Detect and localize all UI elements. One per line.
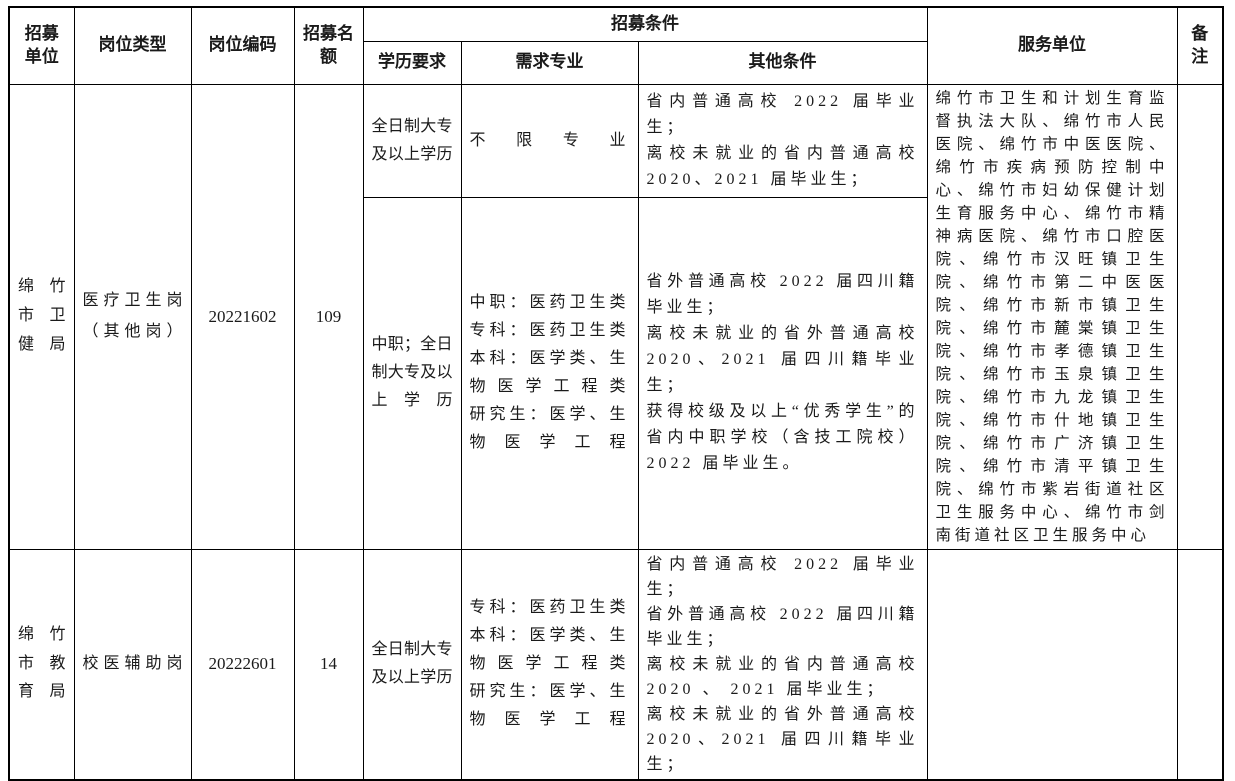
major-line: 专科：医药卫生类 <box>469 599 630 616</box>
major-line: 中职：医药卫生类 <box>469 294 630 312</box>
header-note: 备注 <box>1176 6 1224 85</box>
cell-recruit-quota: 109 <box>293 83 364 550</box>
cell-note <box>1176 548 1224 780</box>
header-service-unit: 服务单位 <box>926 6 1178 85</box>
condition-clause: 离校未就业的省外普通高校 2020、2021 届四川籍毕业生； <box>646 705 919 773</box>
condition-clause: 省内普通高校 2022 届毕业生； <box>646 555 919 598</box>
header-position-type: 岗位类型 <box>73 6 192 85</box>
header-position-code: 岗位编码 <box>190 6 295 85</box>
cell-position-type: 校医辅助岗 <box>73 548 192 780</box>
header-recruit-quota: 招募名额 <box>293 6 364 85</box>
cell-required-major: 专科：医药卫生类 本科：医学类、生物医学工程类 研究生：医学、生物医学工程 <box>460 548 639 780</box>
cell-service-unit: 绵竹市卫生和计划生育监督执法大队、绵竹市人民医院、绵竹市中医医院、绵竹市疾病预防… <box>926 83 1178 550</box>
major-line: 研究生：医学、生物医学工程 <box>469 406 630 452</box>
cell-education-requirement: 中职；全日制大专及以上学历 <box>362 197 462 550</box>
cell-recruit-unit: 绵竹市教育局 <box>8 548 75 780</box>
major-line: 不限专业 <box>469 131 630 149</box>
major-line: 本科：医学类、生物医学工程类 <box>469 350 630 396</box>
cell-other-conditions: 省外普通高校 2022 届四川籍毕业生； 离校未就业的省外普通高校 2020、2… <box>637 197 928 550</box>
condition-clause: 离校未就业的省内普通高校 2020 、 2021 届毕业生； <box>646 655 919 698</box>
cell-position-type: 医疗卫生岗（其他岗） <box>73 83 192 550</box>
condition-clause: 离校未就业的省内普通高校 2020、2021 届毕业生； <box>646 144 919 188</box>
condition-clause: 获得校级及以上“优秀学生”的省内中职学校（含技工院校）2022 届毕业生。 <box>646 403 919 473</box>
table-row: 中职；全日制大专及以上学历 中职：医药卫生类 专科：医药卫生类 本科：医学类、生… <box>9 197 1223 550</box>
header-required-major: 需求专业 <box>460 40 639 85</box>
cell-recruit-quota: 14 <box>293 548 364 780</box>
header-other-conditions: 其他条件 <box>637 40 928 85</box>
header-education-requirement: 学历要求 <box>362 40 462 85</box>
cell-service-unit <box>926 548 1178 780</box>
cell-education-requirement: 全日制大专及以上学历 <box>362 548 462 780</box>
header-row-2: 学历要求 需求专业 其他条件 <box>9 40 1223 85</box>
major-line: 本科：医学类、生物医学工程类 <box>469 627 630 672</box>
major-line: 专科：医药卫生类 <box>469 322 630 340</box>
cell-position-code: 20221602 <box>190 83 295 550</box>
cell-required-major: 不限专业 <box>460 83 639 199</box>
header-row-1: 招募单位 岗位类型 岗位编码 招募名额 招募条件 服务单位 备注 <box>8 6 1224 85</box>
condition-clause: 离校未就业的省外普通高校 2020、2021 届四川籍毕业生； <box>646 325 919 395</box>
table-row: 绵竹市教育局 校医辅助岗 20222601 14 全日制大专及以上学历 专科：医… <box>8 548 1224 780</box>
cell-required-major: 中职：医药卫生类 专科：医药卫生类 本科：医学类、生物医学工程类 研究生：医学、… <box>460 197 639 550</box>
header-recruit-conditions: 招募条件 <box>362 6 928 42</box>
cell-other-conditions: 省内普通高校 2022 届毕业生； 省外普通高校 2022 届四川籍毕业生； 离… <box>637 548 928 780</box>
header-recruit-unit: 招募单位 <box>8 6 75 85</box>
major-line: 研究生：医学、生物医学工程 <box>469 683 630 728</box>
condition-clause: 省外普通高校 2022 届四川籍毕业生； <box>646 273 919 317</box>
condition-clause: 省外普通高校 2022 届四川籍毕业生； <box>646 605 919 648</box>
cell-recruit-unit: 绵竹市卫健局 <box>8 83 75 550</box>
table-row: 绵竹市卫健局 医疗卫生岗（其他岗） 20221602 109 全日制大专及以上学… <box>8 83 1224 550</box>
condition-clause: 省内普通高校 2022 届毕业生； <box>646 92 919 136</box>
cell-note <box>1176 83 1224 550</box>
cell-education-requirement: 全日制大专及以上学历 <box>362 83 462 199</box>
recruitment-table: 招募单位 岗位类型 岗位编码 招募名额 招募条件 服务单位 备注 学历要求 需求… <box>8 6 1225 781</box>
cell-other-conditions: 省内普通高校 2022 届毕业生； 离校未就业的省内普通高校 2020、2021… <box>637 83 928 199</box>
cell-position-code: 20222601 <box>190 548 295 780</box>
